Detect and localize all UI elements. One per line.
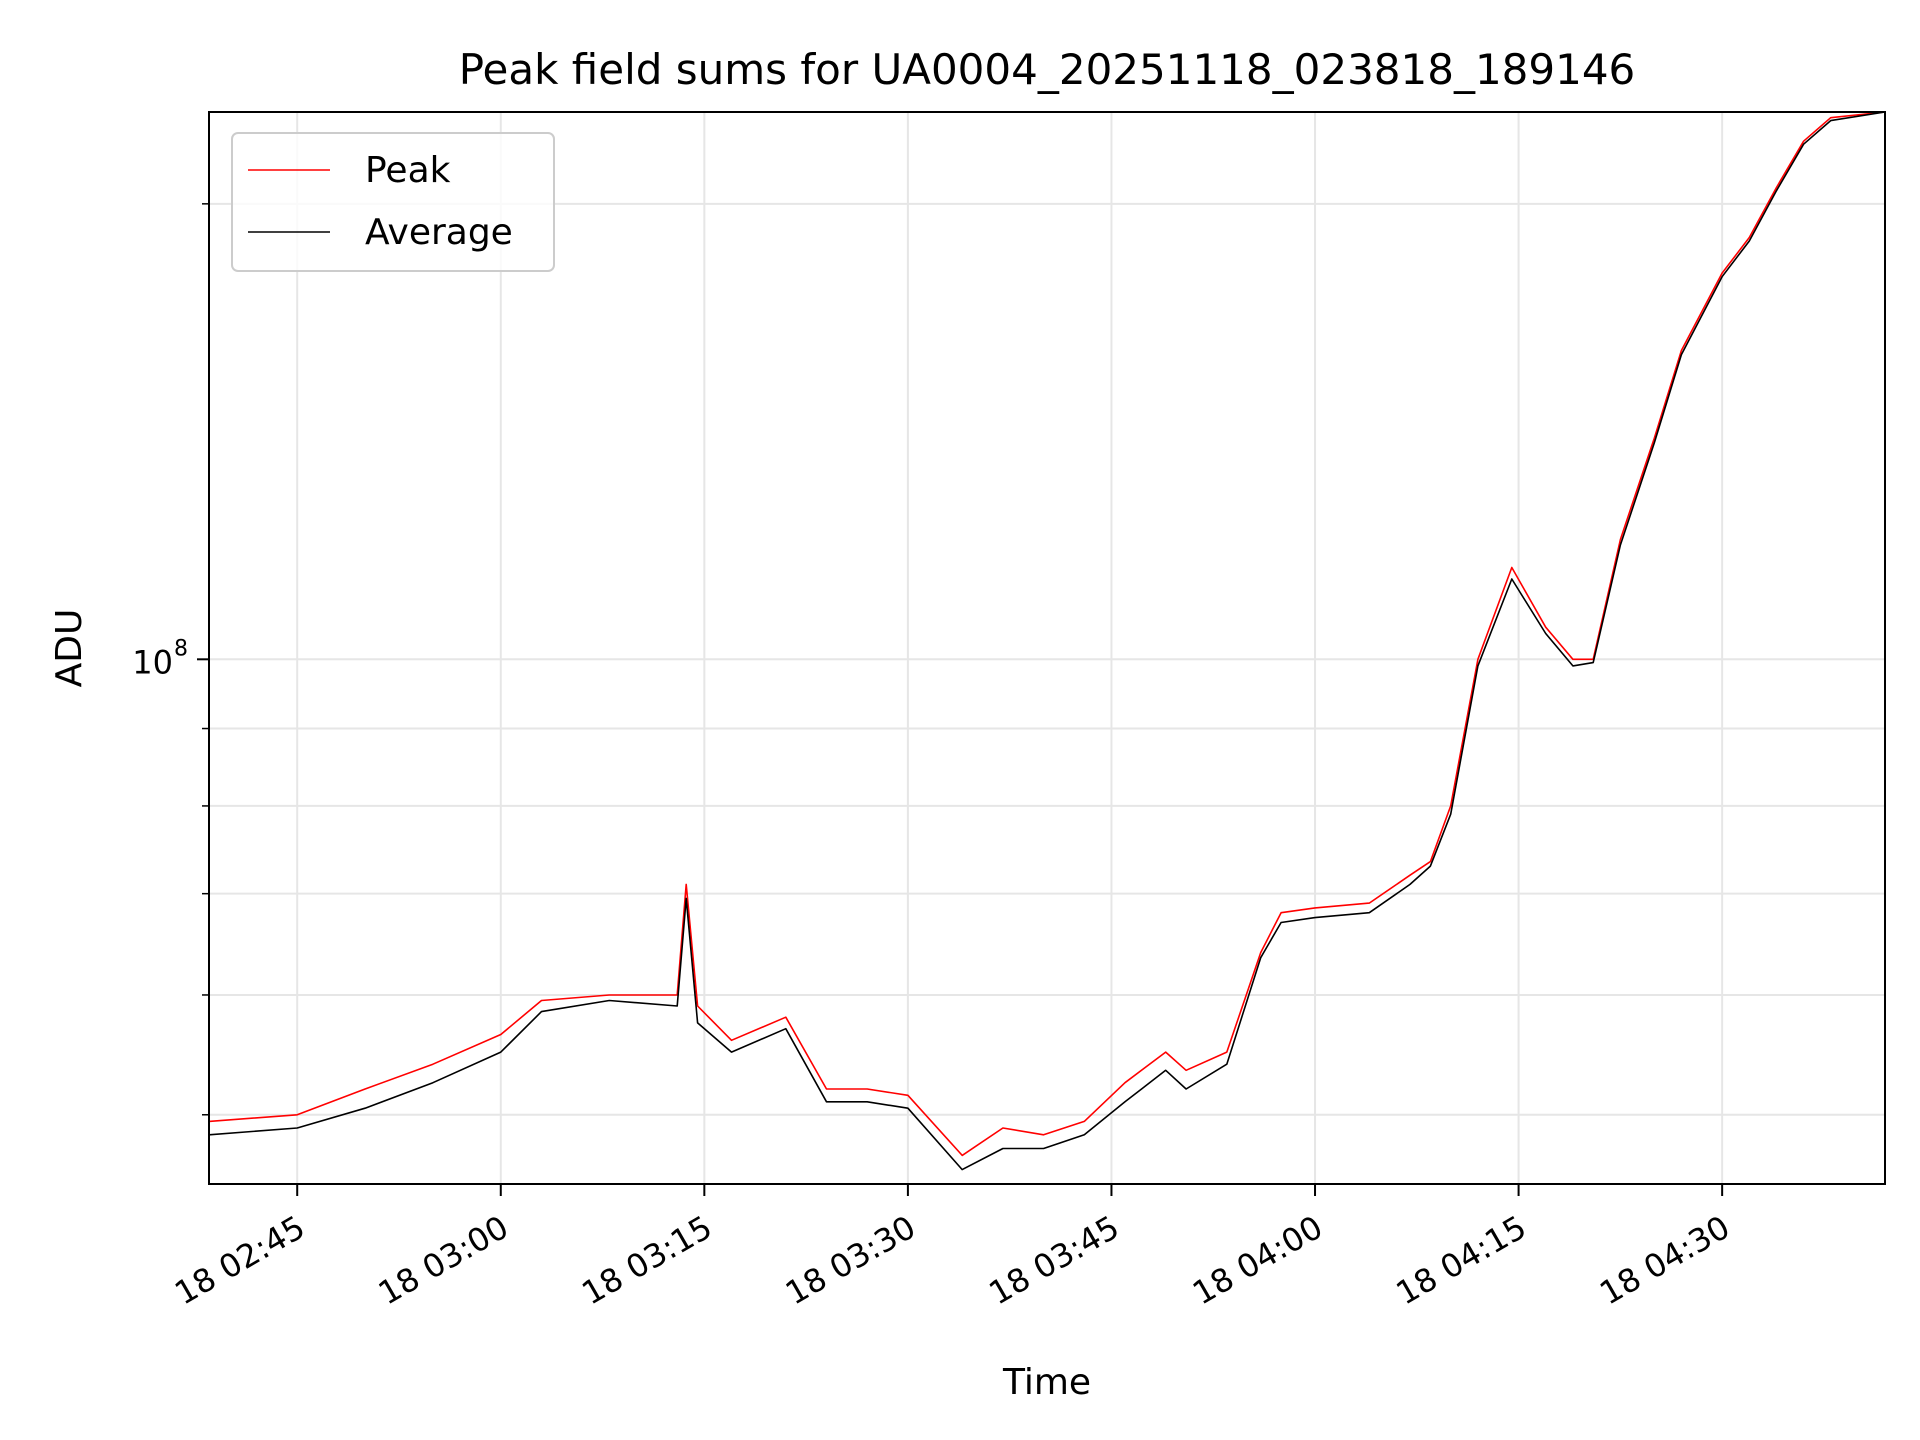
legend-box — [231, 132, 555, 272]
legend-label-average: Average — [365, 212, 513, 253]
y-axis-ticks — [197, 203, 209, 1116]
y-tick-label-base: 10 — [132, 643, 173, 681]
series-layer — [208, 111, 1886, 1171]
chart-title: Peak field sums for UA0004_20251118_0238… — [459, 45, 1636, 94]
y-tick-label-exponent: 8 — [174, 636, 188, 661]
legend-label-peak: Peak — [365, 150, 451, 191]
y-axis-label: ADU — [49, 609, 90, 688]
series-line-average — [208, 111, 1886, 1171]
legend: Peak Average — [231, 132, 555, 272]
plot-frame — [208, 111, 1886, 1185]
y-major-tick-label: 10 8 — [132, 636, 188, 681]
x-axis-label: Time — [1002, 1362, 1091, 1403]
series-line-peak — [208, 111, 1886, 1157]
grid — [209, 112, 1885, 1184]
